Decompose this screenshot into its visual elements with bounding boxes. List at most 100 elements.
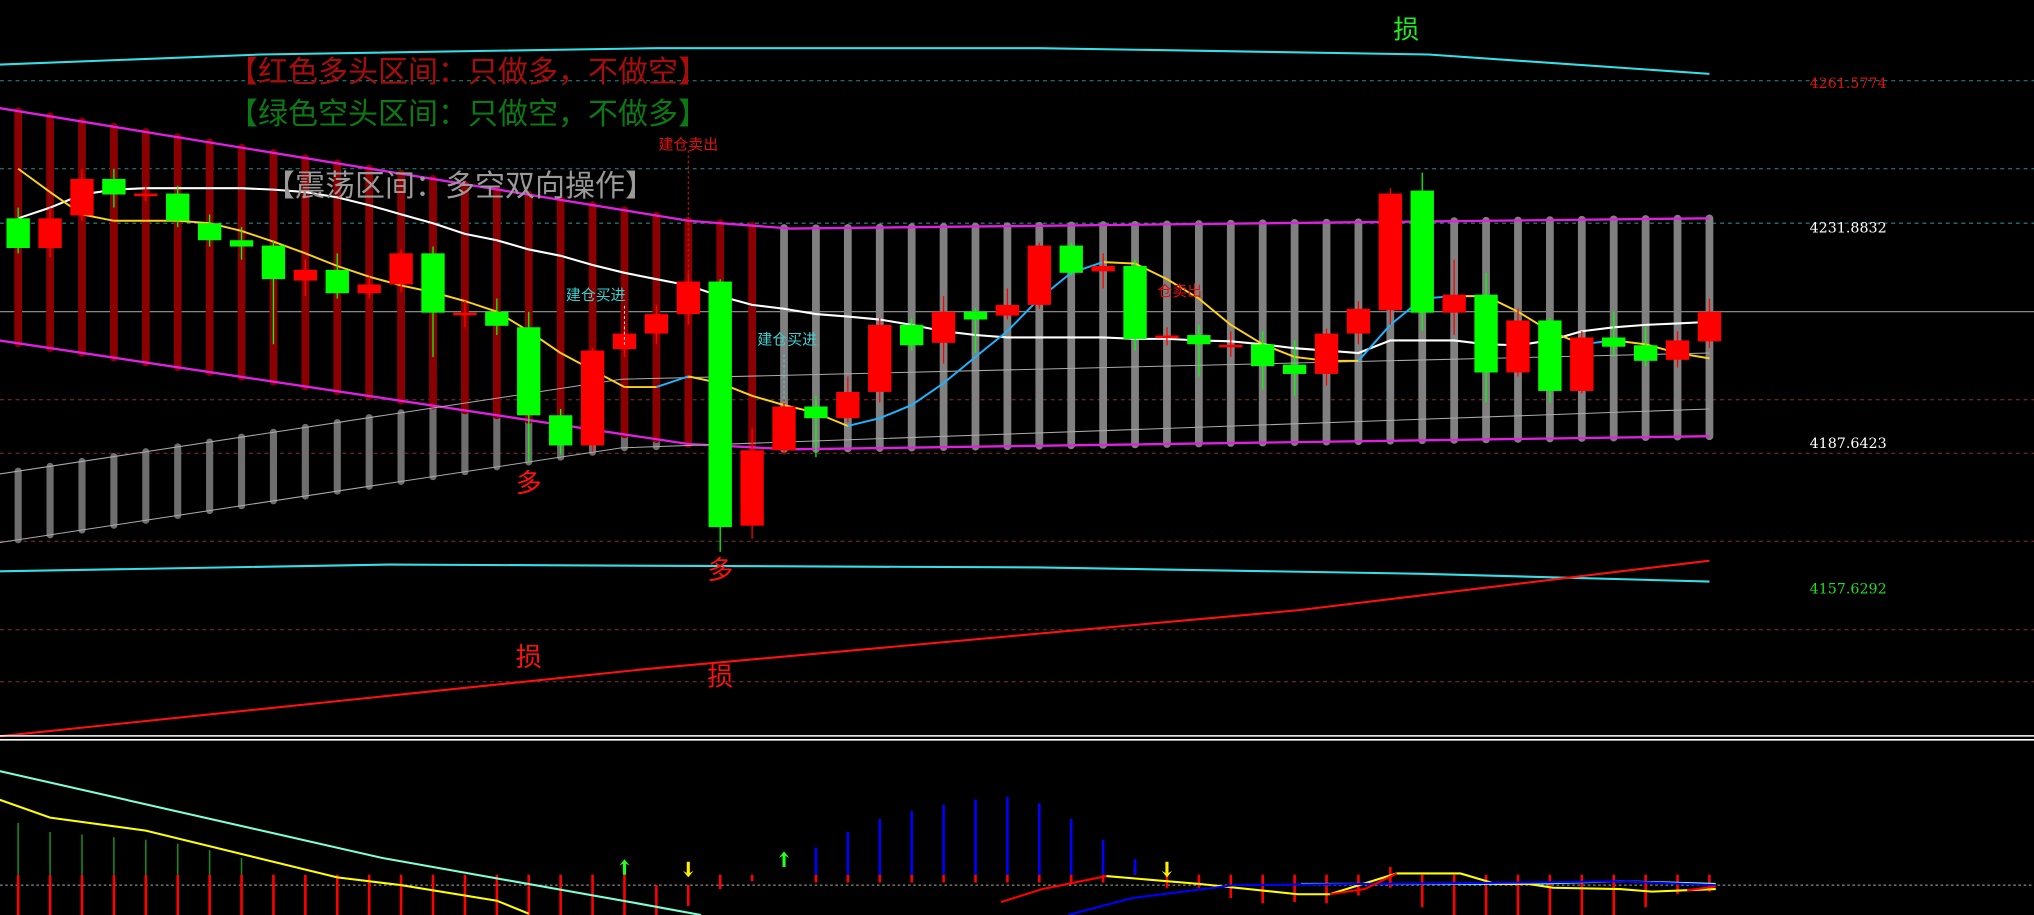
ma-yellow-segment [1103, 261, 1136, 265]
bear-candle [6, 207, 30, 254]
ma-yellow-segment [81, 213, 115, 222]
candle-body [357, 284, 381, 294]
bull-candle [389, 249, 413, 293]
bands [0, 47, 1710, 738]
cyan-upper-band [0, 47, 1710, 75]
bear-candle [899, 318, 924, 351]
candle-body [1346, 308, 1371, 334]
candle-body [1091, 265, 1115, 272]
indicator-panel [0, 770, 2034, 915]
candle-body [1602, 337, 1626, 347]
candle-body [1251, 344, 1275, 367]
candle-body [102, 178, 126, 195]
candle-body [1410, 190, 1434, 313]
bull-candle [1219, 331, 1243, 357]
bear-candle [1187, 324, 1211, 377]
bull-candle [1155, 327, 1179, 346]
ma-yellow-segment [1230, 323, 1264, 346]
bull-candle [38, 207, 62, 258]
ma-yellow-segment [847, 417, 880, 427]
bull-candle [772, 399, 796, 455]
ma-yellow-segment [336, 265, 370, 278]
annotation-label: 损 [516, 643, 542, 673]
bear-candle [1410, 172, 1434, 332]
bull-candle [644, 304, 669, 345]
bear-candle [261, 240, 286, 345]
candles [6, 168, 1722, 552]
ma-white-line [17, 187, 1710, 355]
candle-body [1314, 333, 1339, 374]
bear-candle [708, 279, 732, 552]
candle-body [1474, 294, 1498, 373]
annotation-label: 多 [516, 469, 542, 499]
ma-yellow-segment [241, 230, 274, 243]
arrow-up-icon [619, 859, 630, 875]
bull-candle [1378, 188, 1403, 325]
bear-candle [1123, 259, 1147, 351]
candle-body [1506, 320, 1530, 373]
bear-candle [1059, 242, 1083, 276]
candle-body [963, 311, 988, 320]
candle-body [836, 391, 860, 419]
candle-body [517, 327, 541, 416]
bull-candle [1697, 298, 1722, 349]
ma-yellow-segment [1198, 297, 1232, 326]
candle-body [1570, 337, 1594, 391]
candle-body [325, 269, 349, 294]
candle-body [772, 406, 796, 451]
bull-candle [868, 318, 892, 403]
indicator-line [0, 798, 530, 915]
price-label: 4231.8832 [1810, 221, 1887, 237]
bull-candle [1570, 331, 1594, 394]
candle-body [868, 324, 892, 392]
cyan-lower-band [0, 563, 1710, 583]
bull-candle [134, 185, 158, 202]
price-label: 4157.6292 [1810, 582, 1887, 598]
legend-bear-zone: 【绿色空头区间：只做空，不做多】 [228, 97, 708, 132]
bear-candle [1474, 272, 1498, 403]
price-label: 4261.5774 [1810, 76, 1887, 92]
ma-yellow-segment [177, 219, 210, 225]
bear-candle [1282, 340, 1307, 396]
candle-body [421, 253, 445, 313]
candle-body [708, 281, 732, 528]
candle-body [1027, 245, 1051, 305]
bull-candle [453, 301, 477, 328]
annotation-label: 建仓买进 [566, 286, 626, 304]
annotation-label: 建仓买进 [757, 330, 817, 348]
candle-body [1697, 311, 1722, 342]
candle-body [1282, 364, 1307, 374]
candle-body [1378, 193, 1403, 311]
bull-candle [580, 348, 605, 452]
annotation-label: 损 [707, 662, 733, 692]
bear-candle [421, 246, 445, 357]
red-stop-band [0, 559, 1710, 738]
candle-body [70, 178, 94, 216]
ma-yellow-segment [464, 300, 498, 313]
bear-candle [1538, 318, 1562, 403]
panel-separator [0, 735, 2034, 741]
candle-body [740, 450, 764, 526]
bear-candle [548, 408, 573, 455]
candle-body [676, 281, 700, 315]
candle-body [1187, 335, 1211, 345]
candle-body [612, 333, 637, 350]
arrow-down-icon [683, 861, 694, 878]
candle-body [1633, 345, 1658, 361]
legend-range-zone: 【震荡区间：多空双向操作】 [265, 169, 655, 204]
candle-body [6, 218, 30, 248]
gray-lower-bottom-band [0, 408, 1710, 544]
bull-candle [1442, 259, 1466, 336]
bull-candle [995, 288, 1020, 320]
bull-candle [293, 259, 318, 297]
price-label: 4187.6423 [1810, 436, 1887, 452]
candle-body [1059, 245, 1083, 273]
candle-body [134, 193, 158, 197]
ma-yellow-segment [305, 252, 338, 267]
candle-body [1219, 344, 1243, 348]
ma-yellow-segment [656, 375, 689, 388]
annotation-label: 仓卖出 [1157, 282, 1202, 300]
ma-yellow-segment [17, 167, 51, 193]
indicator-line [1329, 872, 1398, 896]
